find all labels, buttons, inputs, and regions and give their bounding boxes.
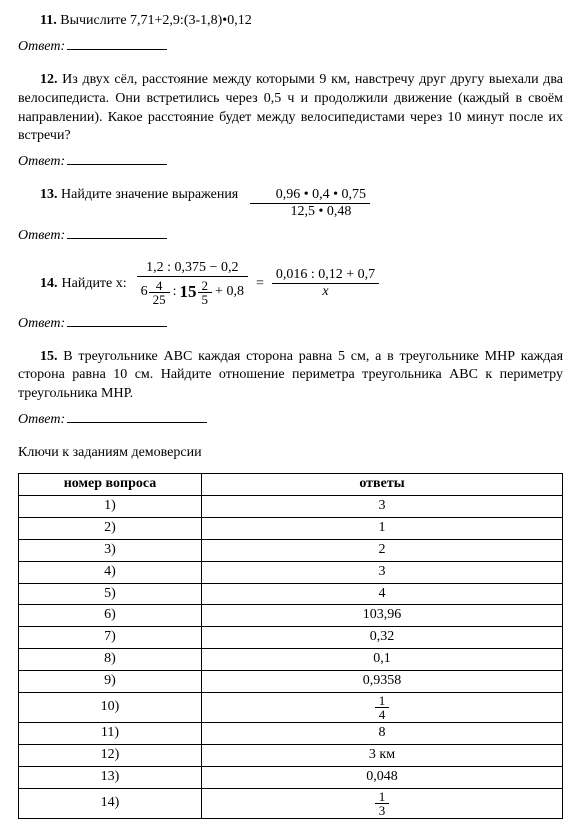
table-header-row: номер вопроса ответы — [19, 474, 563, 496]
table-row: 13)0,048 — [19, 766, 563, 788]
problem-number: 11. — [40, 13, 57, 28]
problem-number: 12. — [40, 72, 58, 87]
answer-label: Ответ: — [18, 412, 65, 427]
problem-11: 11. Вычислите 7,71+2,9:(3-1,8)•0,12 — [18, 12, 563, 31]
cell-question: 11) — [19, 722, 202, 744]
lhs-numerator: 1,2 : 0,375 − 0,2 — [137, 260, 248, 276]
numerator: 0,96 • 0,4 • 0,75 — [250, 187, 370, 203]
table-row: 14)13 — [19, 788, 563, 818]
rhs-numerator: 0,016 : 0,12 + 0,7 — [272, 267, 379, 283]
cell-answer: 3 км — [202, 744, 563, 766]
table-row: 1)3 — [19, 495, 563, 517]
colon: : — [173, 284, 177, 301]
cell-answer: 103,96 — [202, 605, 563, 627]
answer-blank — [67, 314, 167, 327]
cell-question: 13) — [19, 766, 202, 788]
problem-number: 15. — [40, 349, 58, 364]
cell-answer: 2 — [202, 539, 563, 561]
fraction-expr: 0,96 • 0,4 • 0,75 12,5 • 0,48 — [250, 187, 370, 220]
table-row: 4)3 — [19, 561, 563, 583]
cell-answer: 0,1 — [202, 649, 563, 671]
cell-answer: 3 — [202, 495, 563, 517]
problem-15: 15. В треугольнике АВС каждая сторона ра… — [18, 348, 563, 405]
cell-question: 12) — [19, 744, 202, 766]
problem-text: Вычислите 7,71+2,9:(3-1,8)•0,12 — [60, 13, 251, 28]
answer-blank — [67, 152, 167, 165]
table-row: 7)0,32 — [19, 627, 563, 649]
cell-question: 4) — [19, 561, 202, 583]
table-row: 11)8 — [19, 722, 563, 744]
equation: 1,2 : 0,375 − 0,2 6 425 : 15 25 + 0,8 = … — [135, 260, 382, 307]
table-row: 9)0,9358 — [19, 671, 563, 693]
table-row: 8)0,1 — [19, 649, 563, 671]
cell-answer: 13 — [202, 788, 563, 818]
cell-answer: 1 — [202, 517, 563, 539]
table-row: 5)4 — [19, 583, 563, 605]
cell-answer: 0,048 — [202, 766, 563, 788]
rhs-fraction: 0,016 : 0,12 + 0,7 x — [272, 267, 379, 300]
cell-question: 9) — [19, 671, 202, 693]
answer-label: Ответ: — [18, 154, 65, 169]
cell-question: 1) — [19, 495, 202, 517]
problem-number: 13. — [40, 187, 58, 202]
problem-lead: Найдите значение выражения — [61, 187, 238, 202]
problem-lead: Найдите x: — [62, 275, 127, 294]
table-row: 12)3 км — [19, 744, 563, 766]
cell-question: 10) — [19, 692, 202, 722]
header-question: номер вопроса — [19, 474, 202, 496]
answer-blank — [67, 37, 167, 50]
cell-answer: 0,32 — [202, 627, 563, 649]
answer-blank — [67, 410, 207, 423]
denominator: 12,5 • 0,48 — [250, 204, 370, 221]
problem-13: 13. Найдите значение выражения 0,96 • 0,… — [18, 186, 563, 220]
mixed-number-2: 15 25 — [180, 279, 213, 306]
cell-question: 7) — [19, 627, 202, 649]
cell-question: 5) — [19, 583, 202, 605]
lhs-denominator: 6 425 : 15 25 + 0,8 — [137, 277, 248, 308]
problem-text: Из двух сёл, расстояние между которыми 9… — [18, 72, 563, 144]
header-answer: ответы — [202, 474, 563, 496]
answer-line-13: Ответ: — [18, 226, 563, 246]
cell-question: 2) — [19, 517, 202, 539]
answer-line-15: Ответ: — [18, 410, 563, 430]
table-row: 6)103,96 — [19, 605, 563, 627]
table-row: 3)2 — [19, 539, 563, 561]
cell-answer: 0,9358 — [202, 671, 563, 693]
equals: = — [256, 275, 264, 294]
answer-line-12: Ответ: — [18, 152, 563, 172]
answer-label: Ответ: — [18, 39, 65, 54]
cell-question: 3) — [19, 539, 202, 561]
cell-answer: 4 — [202, 583, 563, 605]
answer-blank — [67, 226, 167, 239]
rhs-denominator: x — [272, 284, 379, 301]
cell-answer: 14 — [202, 692, 563, 722]
answer-label: Ответ: — [18, 228, 65, 243]
problem-text: В треугольнике АВС каждая сторона равна … — [18, 349, 563, 402]
tail: + 0,8 — [215, 284, 244, 301]
problem-number: 14. — [40, 275, 58, 294]
answer-label: Ответ: — [18, 316, 65, 331]
table-row: 10)14 — [19, 692, 563, 722]
lhs-fraction: 1,2 : 0,375 − 0,2 6 425 : 15 25 + 0,8 — [137, 260, 248, 307]
problem-14: 14. Найдите x: 1,2 : 0,375 − 0,2 6 425 :… — [18, 260, 563, 307]
cell-question: 6) — [19, 605, 202, 627]
mixed-number-1: 6 425 — [141, 279, 170, 306]
cell-question: 8) — [19, 649, 202, 671]
problem-12: 12. Из двух сёл, расстояние между которы… — [18, 71, 563, 147]
answer-line-14: Ответ: — [18, 314, 563, 334]
cell-answer: 8 — [202, 722, 563, 744]
cell-answer: 3 — [202, 561, 563, 583]
keys-title: Ключи к заданиям демоверсии — [18, 444, 563, 463]
answers-table: номер вопроса ответы 1)32)13)24)35)46)10… — [18, 473, 563, 819]
answer-line-11: Ответ: — [18, 37, 563, 57]
table-row: 2)1 — [19, 517, 563, 539]
cell-question: 14) — [19, 788, 202, 818]
